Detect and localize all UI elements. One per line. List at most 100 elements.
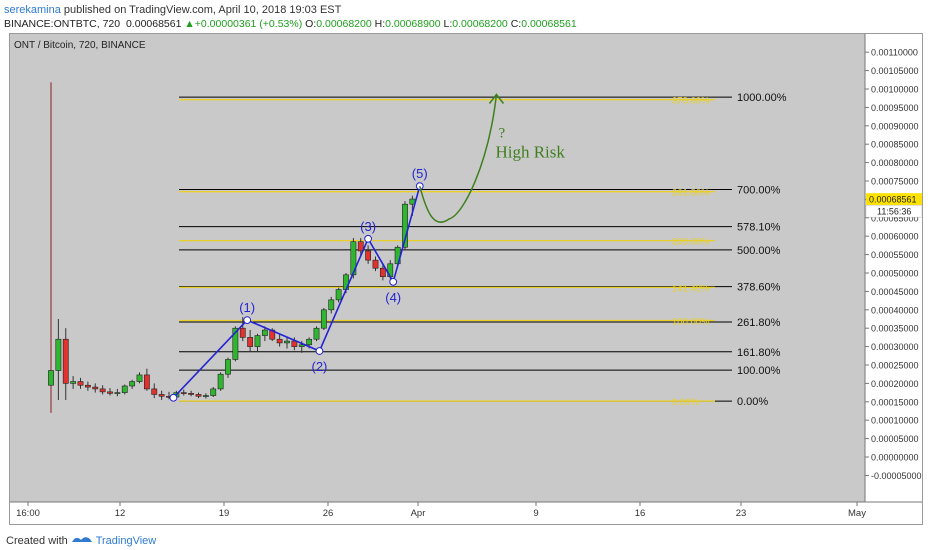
candle-down xyxy=(99,388,106,393)
candle-down xyxy=(188,393,195,395)
ohlc-line: BINANCE:ONTBTC, 720 0.00068561 ▲+0.00000… xyxy=(4,18,577,30)
fib-retracement-label: 261.80% xyxy=(672,188,710,199)
price-tick-label: 0.00075000 xyxy=(871,177,919,187)
candle-down xyxy=(365,250,372,261)
fib-extension-label: 0.00% xyxy=(737,396,768,408)
wave-label: (3) xyxy=(360,219,376,234)
fib-retracement-label: 100.00% xyxy=(672,316,710,327)
projection-label: High Risk xyxy=(495,143,565,162)
last-price-text: 0.00068561 xyxy=(869,195,917,205)
open-value: 0.00068200 xyxy=(316,18,372,30)
open-label: O: xyxy=(305,18,317,30)
countdown-text: 11:56:36 xyxy=(877,207,911,217)
candle-down xyxy=(247,337,254,347)
price-change: +0.00000361 (+0.53%) xyxy=(194,18,303,30)
candle-down xyxy=(379,267,386,277)
high-value: 0.00068900 xyxy=(385,18,441,30)
candle-up xyxy=(55,338,62,371)
low-label: L: xyxy=(443,18,453,30)
projection-arrowhead xyxy=(488,93,505,104)
candle-down xyxy=(84,384,91,388)
fib-extension-label: 100.00% xyxy=(737,365,781,377)
candle-down xyxy=(143,374,150,390)
candle-up xyxy=(298,344,305,347)
published-text: published on TradingView.com, April 10, … xyxy=(63,4,342,16)
price-chart[interactable]: 0.00110000 0.00105000 0.00100000 0.00095000… xyxy=(10,34,922,524)
price-tick-label: 0.00060000 xyxy=(871,232,919,242)
candle-down xyxy=(151,388,158,395)
fib-retracement-label: 141.40% xyxy=(672,283,710,294)
time-tick-label: Apr xyxy=(411,508,426,519)
candle-up xyxy=(284,340,290,344)
price-tick-label: 0.00090000 xyxy=(871,121,919,131)
tradingview-logo-icon xyxy=(71,537,92,542)
fib-extension-label: 578.10% xyxy=(737,222,781,234)
price-tick-label: 0.00085000 xyxy=(871,140,919,150)
candle-up xyxy=(335,289,342,301)
last-price-badge xyxy=(866,193,922,206)
footer: Created with TradingView xyxy=(6,530,156,547)
candle-up xyxy=(202,395,209,397)
low-value: 0.00068200 xyxy=(452,18,508,30)
price-tick-label: 0.00065000 xyxy=(871,213,919,223)
elliott-wave-line xyxy=(172,185,421,399)
candle-down xyxy=(276,338,283,344)
wave-label: (5) xyxy=(412,166,428,181)
symbol-label: BINANCE:ONTBTC, 720 xyxy=(4,18,121,30)
fib-extension-label: 261.80% xyxy=(737,317,781,329)
up-arrow-icon: ▲ xyxy=(184,18,195,30)
price-tick-label: 0.00035000 xyxy=(871,324,919,334)
candle-up xyxy=(313,327,320,340)
wave-point xyxy=(389,277,398,286)
candle-up xyxy=(225,359,231,375)
price-tick-label: 0.00030000 xyxy=(871,342,919,352)
candle-up xyxy=(350,241,357,276)
countdown-badge xyxy=(865,204,922,218)
candle-up xyxy=(129,381,136,387)
fib-extension-label: 378.60% xyxy=(737,282,781,294)
price-tick-label: 0.00010000 xyxy=(871,416,919,426)
candle-down xyxy=(62,338,69,384)
candle-down xyxy=(92,386,99,390)
projection-curve xyxy=(419,94,498,223)
candle-up xyxy=(114,392,121,394)
candle-up xyxy=(261,329,268,336)
price-tick-label: 0.00100000 xyxy=(871,85,919,95)
price-tick-label: 0.00055000 xyxy=(871,250,919,260)
wave-label: (1) xyxy=(239,300,255,315)
price-tick-label: 0.00095000 xyxy=(871,103,919,113)
wave-point xyxy=(364,234,373,243)
time-tick-label: 19 xyxy=(219,508,230,519)
candle-up xyxy=(121,385,128,393)
price-tick-label: -0.00005000 xyxy=(871,471,922,481)
fib-retracement-label: 378.60% xyxy=(672,96,710,107)
time-tick-label: May xyxy=(848,508,866,519)
candle-up xyxy=(232,327,239,360)
candle-up xyxy=(402,203,408,248)
price-tick-label: 0.00105000 xyxy=(871,66,919,76)
author-link[interactable]: serekamina xyxy=(4,4,61,16)
price-tick-label: 0.00050000 xyxy=(871,269,919,279)
candle-down xyxy=(158,394,165,397)
price-tick-label: 0.00015000 xyxy=(871,397,919,407)
price-tick-label: 0.00080000 xyxy=(871,158,919,168)
price-tick-label: 0.00000000 xyxy=(871,453,919,463)
time-tick-label: 12 xyxy=(115,508,126,519)
fib-extension-label: 500.00% xyxy=(737,245,781,257)
price-tick-label: 0.00020000 xyxy=(871,379,919,389)
fib-extension-label: 1000.00% xyxy=(737,92,787,104)
time-tick-label: 9 xyxy=(533,508,538,519)
time-tick-label: 16:00 xyxy=(16,508,40,519)
tradingview-brand[interactable]: TradingView xyxy=(95,535,157,547)
candle-up xyxy=(136,374,143,382)
wave-label: (4) xyxy=(385,290,401,305)
wave-label: (2) xyxy=(312,359,328,374)
chart-panel[interactable]: 0.00110000 0.00105000 0.00100000 0.00095000… xyxy=(9,33,923,525)
price-tick-label: 0.00005000 xyxy=(871,434,919,444)
candle-down xyxy=(180,392,187,394)
projection-question: ? xyxy=(498,126,505,142)
published-by-line: serekamina published on TradingView.com,… xyxy=(4,4,341,16)
price-tick-label: 0.00025000 xyxy=(871,361,919,371)
candle-up xyxy=(306,338,313,346)
plot-background xyxy=(10,34,865,502)
